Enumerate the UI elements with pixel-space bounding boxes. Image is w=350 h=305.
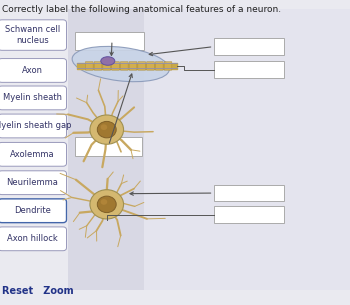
- Ellipse shape: [72, 46, 169, 82]
- FancyBboxPatch shape: [155, 62, 163, 70]
- FancyBboxPatch shape: [0, 114, 66, 138]
- FancyBboxPatch shape: [75, 32, 144, 50]
- FancyBboxPatch shape: [214, 206, 284, 223]
- FancyBboxPatch shape: [85, 62, 93, 70]
- FancyBboxPatch shape: [0, 59, 66, 82]
- FancyBboxPatch shape: [0, 199, 66, 223]
- Text: Dendrite: Dendrite: [14, 206, 51, 215]
- Circle shape: [97, 121, 116, 138]
- FancyBboxPatch shape: [103, 62, 111, 70]
- FancyBboxPatch shape: [164, 62, 172, 70]
- Text: Axon: Axon: [22, 66, 43, 75]
- FancyBboxPatch shape: [120, 62, 128, 70]
- FancyBboxPatch shape: [0, 171, 66, 195]
- Text: Axolemma: Axolemma: [10, 150, 55, 159]
- FancyBboxPatch shape: [0, 86, 66, 110]
- FancyBboxPatch shape: [75, 137, 142, 156]
- Circle shape: [90, 190, 124, 219]
- FancyBboxPatch shape: [68, 9, 144, 290]
- FancyBboxPatch shape: [214, 61, 284, 78]
- FancyBboxPatch shape: [147, 62, 154, 70]
- FancyBboxPatch shape: [0, 0, 68, 305]
- Text: Myelin sheath gap: Myelin sheath gap: [0, 121, 71, 131]
- FancyBboxPatch shape: [0, 227, 66, 251]
- FancyBboxPatch shape: [138, 62, 146, 70]
- Text: Axon hillock: Axon hillock: [7, 234, 58, 243]
- Text: Myelin sheath: Myelin sheath: [3, 93, 62, 102]
- FancyBboxPatch shape: [214, 38, 284, 55]
- FancyBboxPatch shape: [129, 62, 137, 70]
- Circle shape: [90, 115, 124, 144]
- FancyBboxPatch shape: [94, 62, 102, 70]
- Text: Neurilemma: Neurilemma: [6, 178, 58, 187]
- FancyBboxPatch shape: [214, 185, 284, 201]
- FancyBboxPatch shape: [0, 20, 66, 50]
- FancyBboxPatch shape: [144, 9, 350, 290]
- Circle shape: [101, 124, 107, 130]
- Text: Correctly label the following anatomical features of a neuron.: Correctly label the following anatomical…: [2, 5, 281, 14]
- Circle shape: [97, 196, 116, 213]
- Text: Reset   Zoom: Reset Zoom: [2, 286, 74, 296]
- Circle shape: [101, 199, 107, 205]
- FancyBboxPatch shape: [112, 62, 119, 70]
- Ellipse shape: [101, 57, 115, 65]
- FancyBboxPatch shape: [0, 142, 66, 166]
- Text: Schwann cell
nucleus: Schwann cell nucleus: [5, 25, 60, 45]
